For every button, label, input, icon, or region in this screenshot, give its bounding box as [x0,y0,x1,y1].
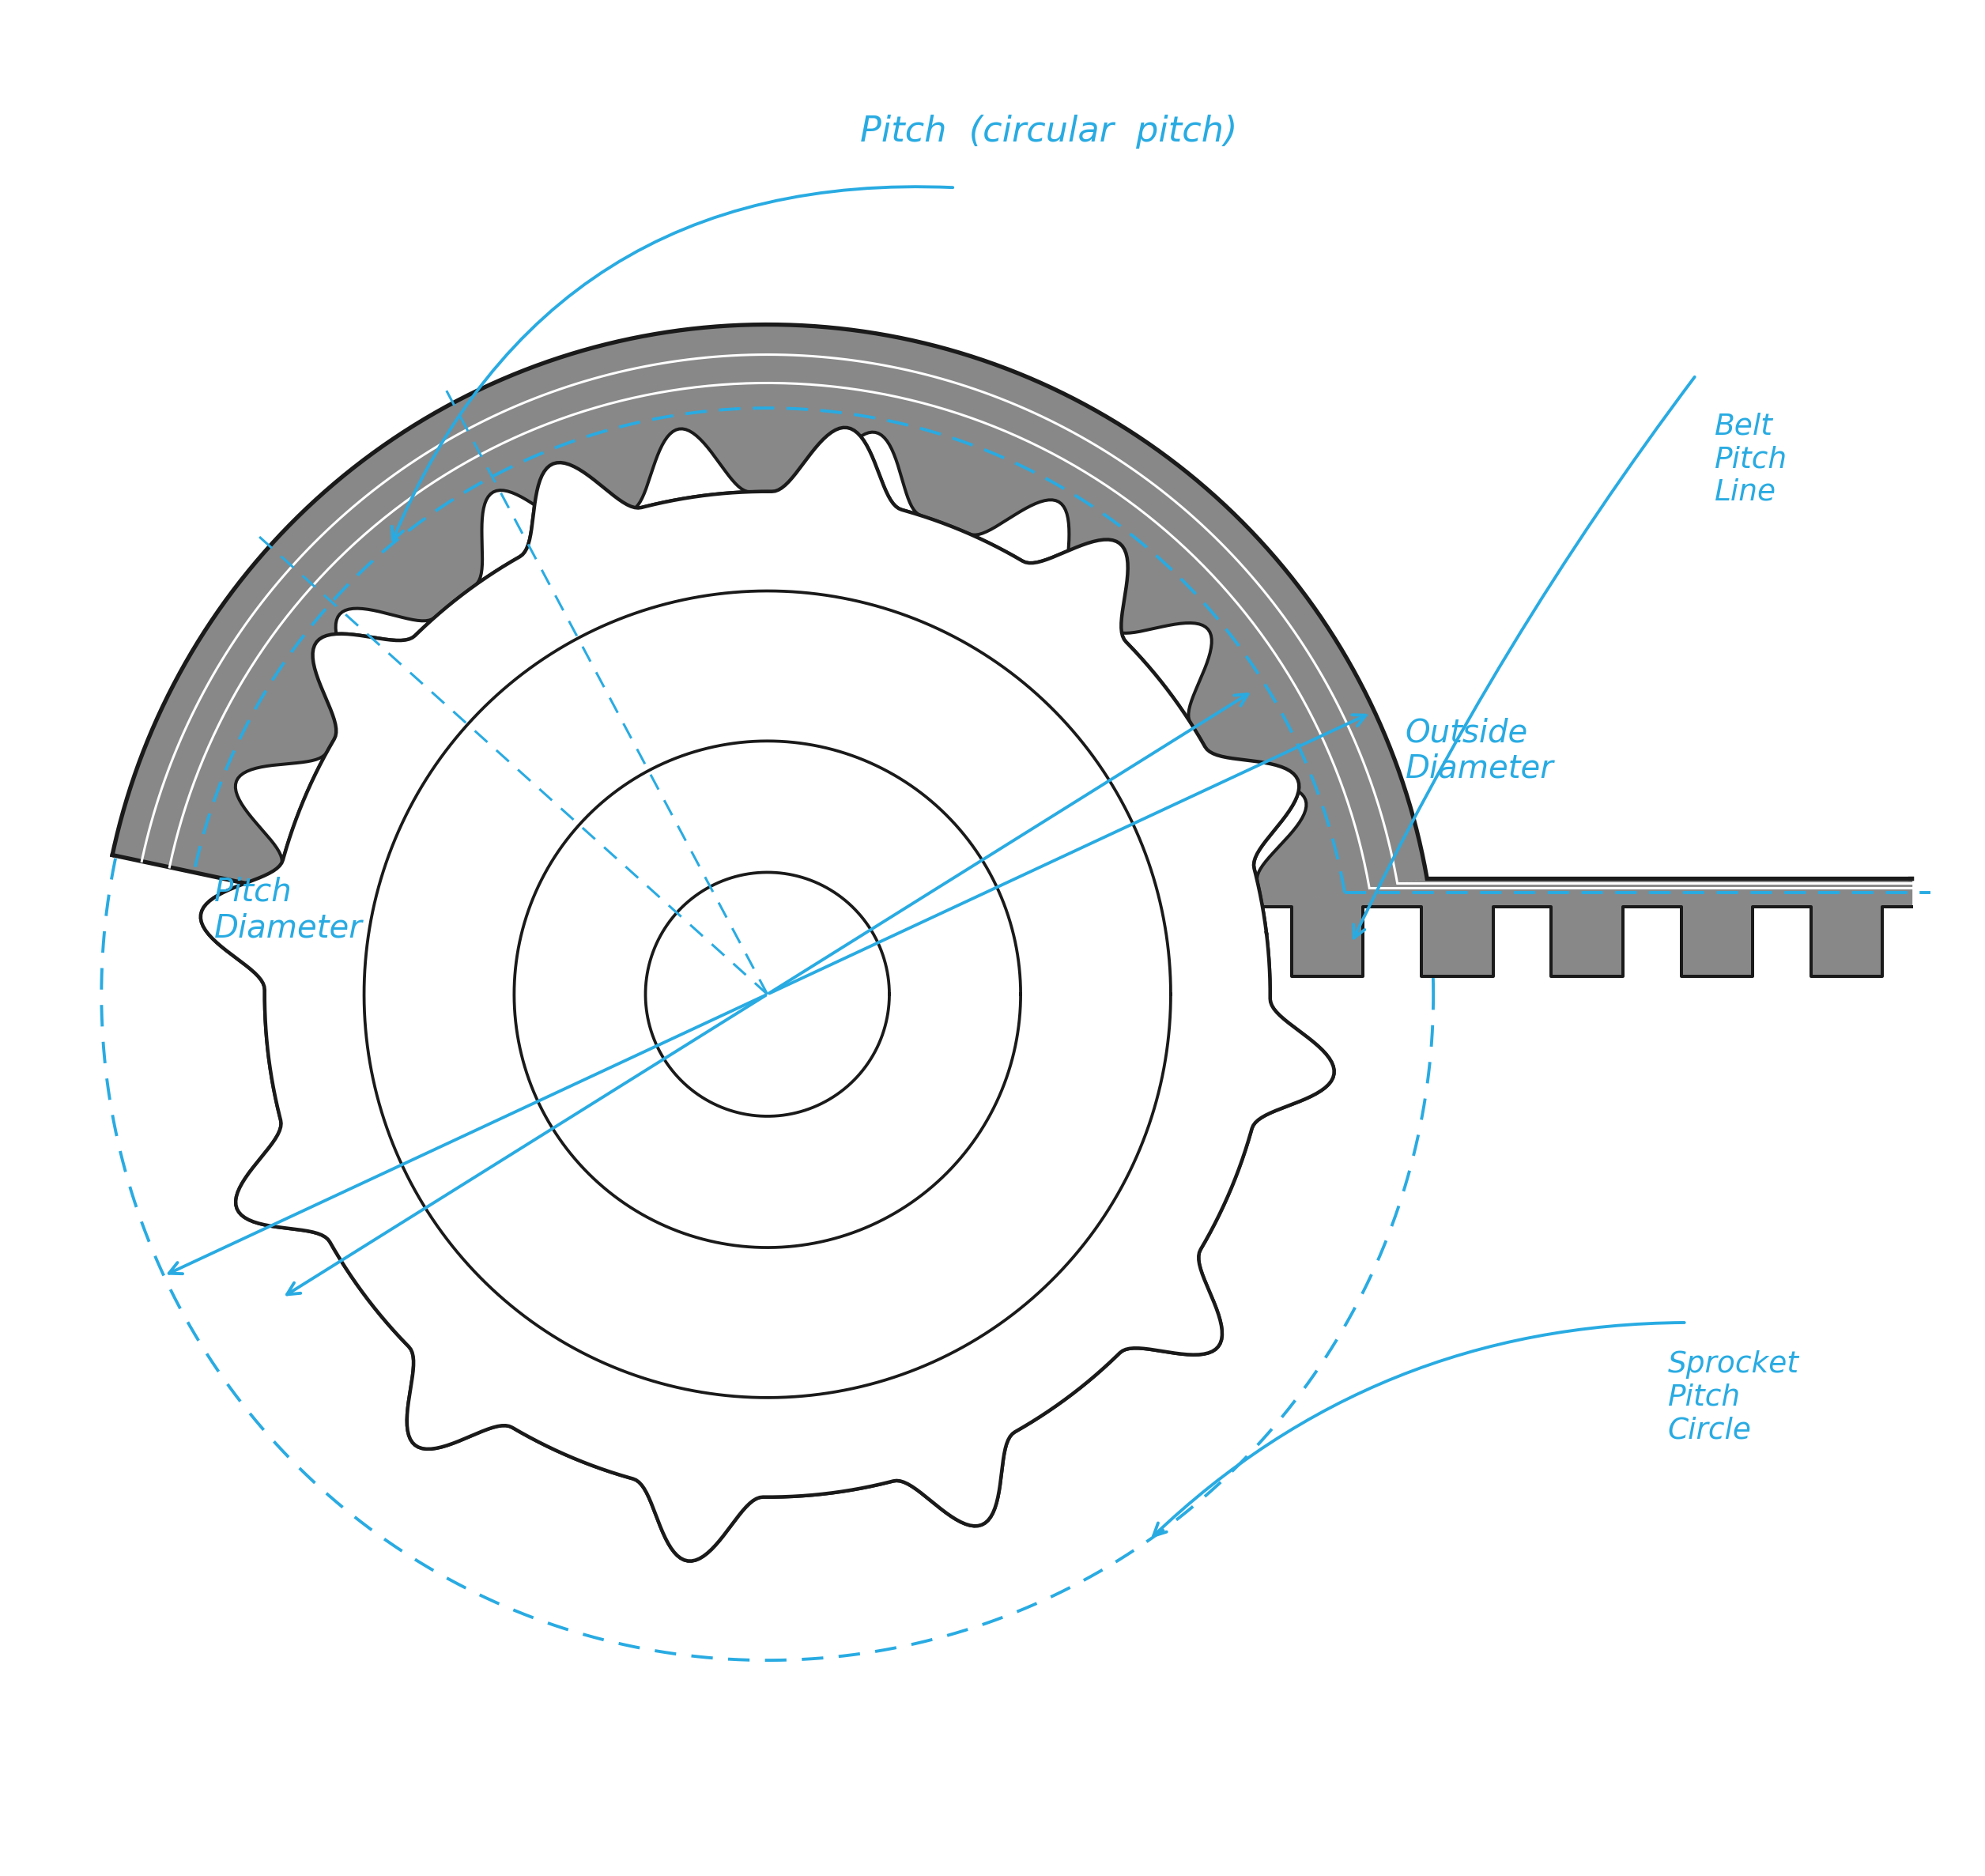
Text: Sprocket
Pitch
Circle: Sprocket Pitch Circle [1667,1351,1798,1445]
Polygon shape [1262,878,1912,906]
Polygon shape [645,872,889,1116]
Text: Outside
Diameter: Outside Diameter [1405,717,1554,784]
Text: Belt
Pitch
Line: Belt Pitch Line [1715,413,1788,507]
Text: Pitch  (circular  pitch): Pitch (circular pitch) [860,114,1237,148]
Text: Pitch
Diameter: Pitch Diameter [214,876,363,944]
Polygon shape [200,428,1334,1561]
Polygon shape [200,428,1334,1561]
Polygon shape [113,325,1427,906]
Polygon shape [1262,906,1912,976]
Polygon shape [645,872,889,1116]
